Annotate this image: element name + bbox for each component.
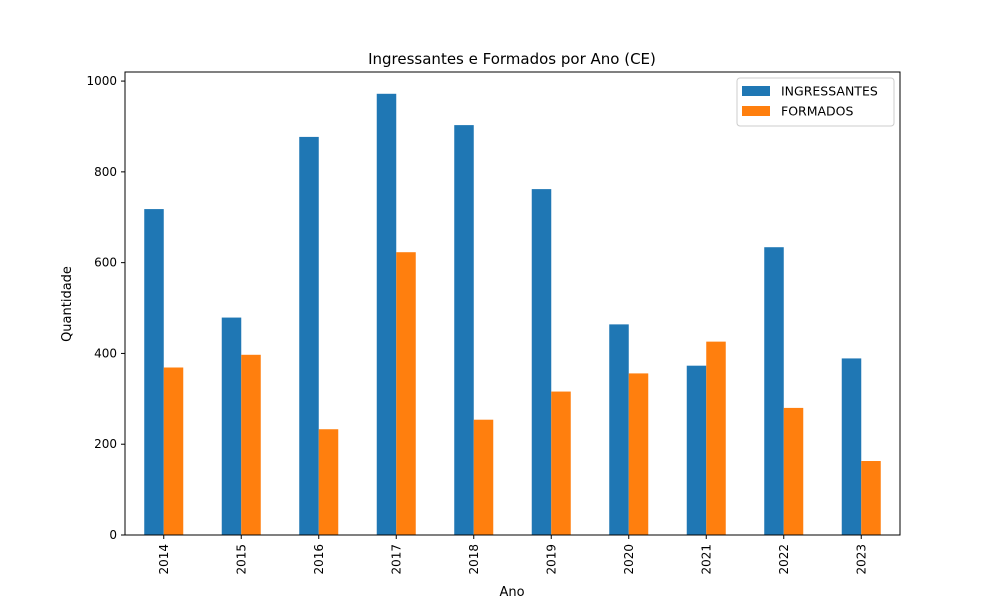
legend-label-ingressantes: INGRESSANTES bbox=[781, 84, 878, 99]
legend-swatch-formados bbox=[742, 106, 770, 116]
bar-ingressantes-2018 bbox=[454, 125, 474, 535]
x-tick-label: 2018 bbox=[467, 544, 481, 575]
x-tick-label: 2016 bbox=[312, 544, 326, 575]
bar-ingressantes-2015 bbox=[221, 317, 242, 535]
bar-formados-2019 bbox=[551, 391, 571, 535]
plot-frame bbox=[124, 71, 901, 536]
bars-group bbox=[144, 93, 881, 536]
bar-formados-2021 bbox=[706, 341, 726, 535]
y-tick-label: 400 bbox=[94, 346, 117, 360]
x-tick-label: 2014 bbox=[157, 544, 171, 575]
x-tick-label: 2019 bbox=[544, 544, 558, 575]
x-tick-label: 2021 bbox=[699, 544, 713, 575]
bar-ingressantes-2017 bbox=[376, 93, 397, 535]
x-tick-label: 2017 bbox=[389, 544, 403, 575]
bar-formados-2018 bbox=[473, 419, 494, 535]
bar-formados-2017 bbox=[396, 252, 416, 536]
bar-formados-2020 bbox=[628, 373, 649, 535]
y-tick-label: 200 bbox=[94, 437, 117, 451]
x-tick-label: 2023 bbox=[854, 544, 868, 575]
x-tick-label: 2015 bbox=[234, 544, 248, 575]
bar-formados-2015 bbox=[241, 354, 261, 535]
bar-formados-2022 bbox=[783, 407, 804, 535]
legend: INGRESSANTES FORMADOS bbox=[736, 77, 895, 127]
bar-ingressantes-2014 bbox=[144, 209, 164, 535]
bar-formados-2014 bbox=[163, 367, 184, 535]
chart-title: Ingressantes e Formados por Ano (CE) bbox=[368, 50, 656, 68]
x-tick-label: 2022 bbox=[777, 544, 791, 575]
y-tick-label: 600 bbox=[94, 256, 117, 270]
x-tick-label: 2020 bbox=[622, 544, 636, 575]
bar-ingressantes-2021 bbox=[686, 365, 707, 535]
legend-label-formados: FORMADOS bbox=[781, 104, 854, 119]
x-axis-label: Ano bbox=[499, 585, 524, 600]
bar-ingressantes-2022 bbox=[764, 247, 784, 535]
legend-swatch-ingressantes bbox=[742, 86, 770, 96]
y-tick-label: 800 bbox=[94, 165, 117, 179]
bar-ingressantes-2023 bbox=[841, 358, 862, 535]
y-tick-label: 0 bbox=[109, 528, 117, 542]
y-axis-label: Quantidade bbox=[60, 266, 75, 342]
bar-formados-2023 bbox=[861, 461, 881, 535]
y-tick-label: 1000 bbox=[86, 74, 117, 88]
bar-formados-2016 bbox=[318, 429, 339, 535]
bar-ingressantes-2019 bbox=[531, 189, 552, 536]
legend-box bbox=[736, 77, 895, 127]
axes-group: 0 200 400 600 800 1000 2014 2015 2016 2017 2018 201… bbox=[86, 71, 901, 575]
bar-ingressantes-2020 bbox=[609, 324, 629, 535]
bar-ingressantes-2016 bbox=[299, 136, 319, 536]
